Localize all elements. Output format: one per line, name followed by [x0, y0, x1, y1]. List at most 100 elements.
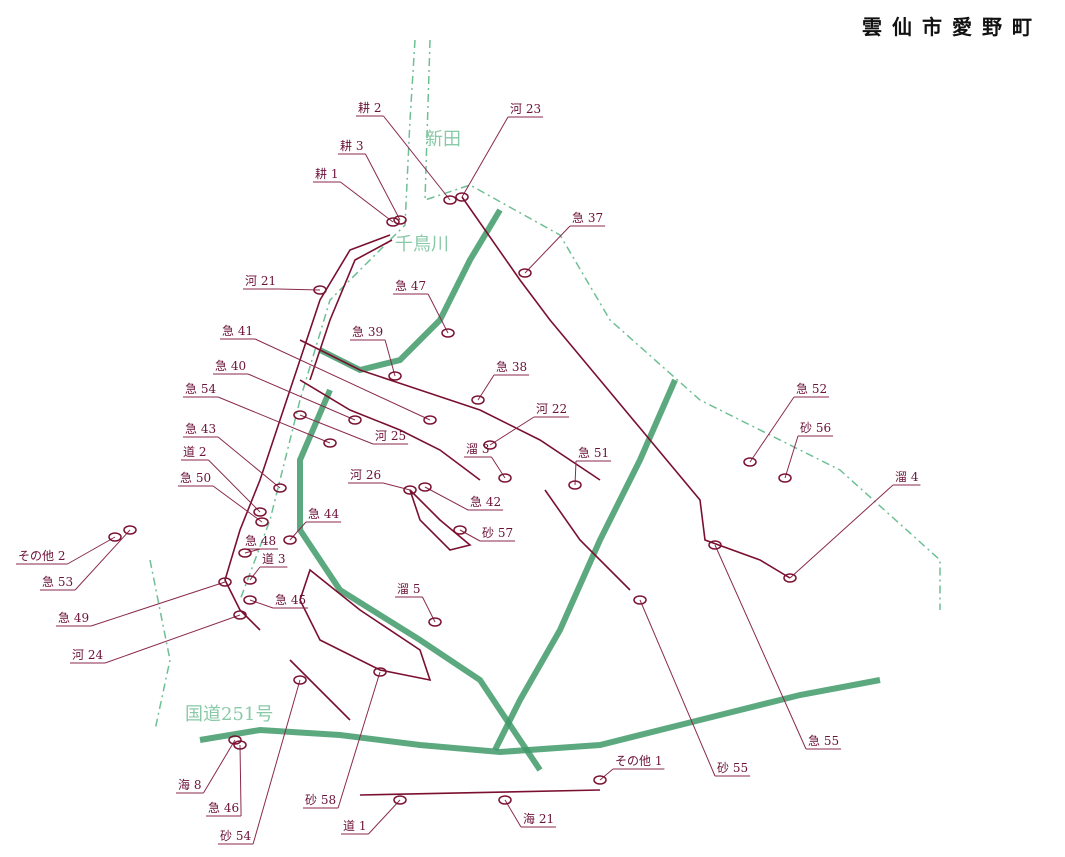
feature-marker [593, 775, 607, 785]
feature-marker [783, 573, 797, 583]
feature-marker [423, 415, 437, 425]
feature-marker [443, 195, 457, 205]
leader-line [299, 414, 374, 445]
leader-line [104, 614, 241, 664]
feature-marker [568, 480, 582, 490]
leader-line [217, 436, 281, 489]
feature-label: 急 45 [275, 592, 306, 607]
feature-marker [518, 268, 532, 278]
feature-marker [373, 667, 387, 677]
feature-label: 河 24 [72, 648, 103, 662]
feature-marker [483, 440, 497, 450]
leader-line [504, 799, 522, 828]
leader-line [249, 566, 261, 581]
feature-marker [393, 795, 407, 805]
feature-marker [348, 415, 362, 425]
feature-label: 急 41 [222, 323, 253, 338]
feature-label: 急 50 [180, 470, 211, 485]
map-label: 新田 [425, 129, 461, 150]
feature-marker [238, 548, 252, 558]
feature-label: 急 46 [208, 800, 239, 815]
feature-marker [293, 675, 307, 685]
feature-label: 河 22 [536, 402, 567, 416]
feature-marker [233, 610, 247, 620]
leader-line [749, 396, 795, 463]
feature-label: 溜 5 [397, 581, 420, 596]
feature-marker [403, 485, 417, 495]
feature-marker [428, 617, 442, 627]
feature-label: 海 8 [178, 777, 201, 792]
feature-label: 海 21 [523, 811, 554, 826]
feature-marker [498, 473, 512, 483]
feature-marker [743, 457, 757, 467]
leader-line [212, 485, 263, 523]
leader-line [424, 486, 469, 511]
feature-label: 河 21 [245, 274, 276, 288]
feature-label: 急 51 [578, 445, 609, 460]
feature-marker [441, 328, 455, 338]
title: 雲仙市愛野町 [862, 15, 1042, 39]
leader-line [254, 338, 431, 421]
feature-marker [418, 482, 432, 492]
feature-label: 急 49 [58, 610, 89, 625]
feature-label: 急 43 [185, 421, 216, 436]
feature-label: 急 55 [808, 733, 839, 748]
leader-line [252, 679, 301, 845]
feature-label: その他 2 [18, 549, 65, 563]
feature-marker [233, 740, 247, 750]
feature-marker [778, 473, 792, 483]
feature-marker [708, 540, 722, 550]
feature-label: 耕 1 [315, 166, 338, 181]
feature-marker [243, 575, 257, 585]
leader-line [340, 181, 394, 223]
feature-label: 道 1 [343, 819, 366, 833]
feature-label: 急 47 [395, 278, 426, 293]
feature-label: 砂 55 [717, 761, 748, 775]
leader-line [489, 416, 535, 446]
feature-marker [323, 438, 337, 448]
feature-label: 砂 56 [800, 421, 831, 435]
leader-line [90, 581, 226, 627]
feature-label: 急 48 [245, 533, 276, 548]
feature-marker [388, 371, 402, 381]
leader-line [599, 768, 614, 781]
feature-label: 道 2 [183, 445, 206, 459]
feature-marker [393, 215, 407, 225]
feature-label: 急 44 [308, 506, 339, 521]
feature-label: 砂 58 [305, 793, 336, 807]
leader-line [368, 799, 401, 835]
maroon-features [224, 196, 791, 796]
feature-label: その他 1 [615, 754, 662, 768]
feature-marker [108, 532, 122, 542]
leader-line [459, 529, 481, 542]
feature-marker [386, 217, 400, 227]
feature-label: 急 52 [796, 381, 827, 396]
feature-label: 急 37 [572, 210, 603, 225]
leader-line [337, 671, 381, 809]
feature-label: 溜 4 [895, 469, 919, 484]
feature-label: 道 3 [262, 552, 285, 566]
feature-marker [633, 595, 647, 605]
leader-line [67, 536, 116, 565]
feature-label: 急 38 [496, 359, 527, 374]
leader-line [208, 459, 261, 513]
feature-marker [255, 517, 269, 527]
leader-line [427, 293, 449, 334]
feature-label: 砂 54 [220, 829, 251, 843]
leader-line [278, 288, 321, 291]
feature-marker [455, 192, 469, 202]
feature-marker [218, 577, 232, 587]
leader-line [639, 599, 716, 777]
feature-label: 急 53 [42, 574, 73, 589]
feature-label: 溜 3 [466, 441, 489, 456]
leader-line [203, 739, 236, 794]
leader-line [365, 153, 401, 221]
map-label: 国道251号 [185, 704, 273, 725]
feature-label: 河 26 [350, 468, 381, 482]
feature-marker [313, 285, 327, 295]
feature-marker [273, 483, 287, 493]
leader-line [383, 115, 451, 201]
feature-marker [253, 507, 267, 517]
leader-line [217, 396, 331, 444]
